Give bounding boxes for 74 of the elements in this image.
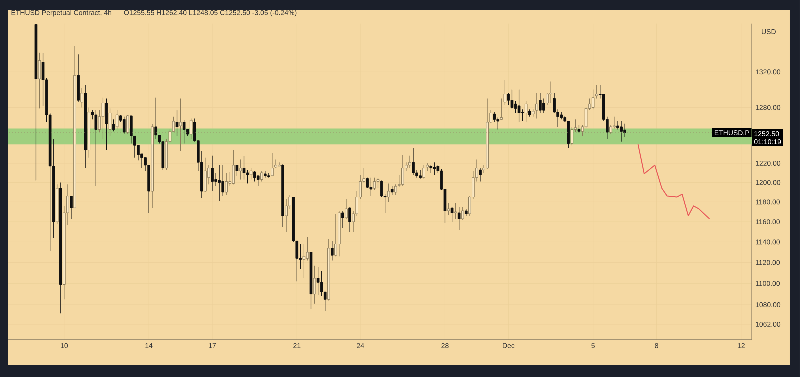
candlestick xyxy=(116,110,119,130)
candlestick xyxy=(320,270,324,297)
candlestick xyxy=(130,116,133,144)
candlestick xyxy=(330,240,334,262)
candlestick xyxy=(412,148,415,176)
candlestick xyxy=(222,165,225,197)
candlestick xyxy=(94,110,98,187)
candlestick xyxy=(176,110,179,137)
candlestick xyxy=(211,156,214,192)
candlestick xyxy=(179,98,182,152)
candlestick xyxy=(550,81,552,104)
candlestick xyxy=(268,172,270,178)
candlestick xyxy=(204,158,207,193)
candlestick xyxy=(536,93,538,120)
candlestick xyxy=(539,93,542,114)
candlestick xyxy=(236,165,239,176)
candlestick xyxy=(493,112,496,123)
candlestick xyxy=(260,170,264,182)
candlestick xyxy=(524,101,528,123)
candlestick xyxy=(507,93,510,106)
candlestick xyxy=(458,206,461,230)
candlestick xyxy=(70,196,73,220)
candlestick xyxy=(313,266,316,304)
candlestick xyxy=(450,206,454,222)
candlestick xyxy=(253,170,256,182)
candlestick xyxy=(342,210,344,228)
candlestick xyxy=(246,170,250,184)
candlestick xyxy=(518,89,521,123)
candlestick xyxy=(182,120,186,144)
candlestick xyxy=(454,202,458,220)
candlestick xyxy=(422,165,426,180)
candlestick xyxy=(190,118,193,140)
candlestick xyxy=(232,150,236,185)
candlestick xyxy=(239,159,242,180)
candlestick xyxy=(256,176,260,187)
candlestick xyxy=(334,214,338,257)
candlestick xyxy=(479,168,482,182)
candlestick xyxy=(373,178,376,191)
candlestick xyxy=(542,98,546,114)
candlestick xyxy=(387,183,390,202)
candlestick xyxy=(514,101,518,114)
candlestick xyxy=(112,119,116,132)
candlestick xyxy=(154,98,158,140)
candlestick xyxy=(126,114,130,135)
candlestick xyxy=(366,178,370,189)
candlestick xyxy=(345,198,348,220)
candlestick xyxy=(620,121,623,142)
candlestick xyxy=(500,98,504,121)
candlestick xyxy=(419,170,422,180)
candlestick xyxy=(592,89,595,110)
candlestick xyxy=(433,162,436,176)
candlestick xyxy=(250,168,253,180)
candlestick xyxy=(408,156,412,169)
candlestick xyxy=(316,266,320,296)
candlestick xyxy=(402,154,404,187)
candlestick xyxy=(278,162,281,167)
candlestick xyxy=(348,206,352,232)
candlestick xyxy=(447,202,450,216)
candlestick xyxy=(218,165,221,202)
candlestick xyxy=(242,156,246,180)
candlestick xyxy=(102,98,105,140)
candlestick xyxy=(225,172,228,196)
candlestick xyxy=(122,116,126,135)
candlestick xyxy=(370,178,373,197)
candlestick xyxy=(521,109,524,122)
candlestick xyxy=(510,89,514,110)
candlestick xyxy=(461,206,464,220)
candlestick xyxy=(302,244,306,279)
candlestick xyxy=(108,108,112,137)
candlestick xyxy=(285,198,288,232)
candlestick xyxy=(570,126,574,146)
candlestick xyxy=(80,88,84,108)
candlestick xyxy=(376,178,380,189)
candlestick xyxy=(271,152,274,176)
